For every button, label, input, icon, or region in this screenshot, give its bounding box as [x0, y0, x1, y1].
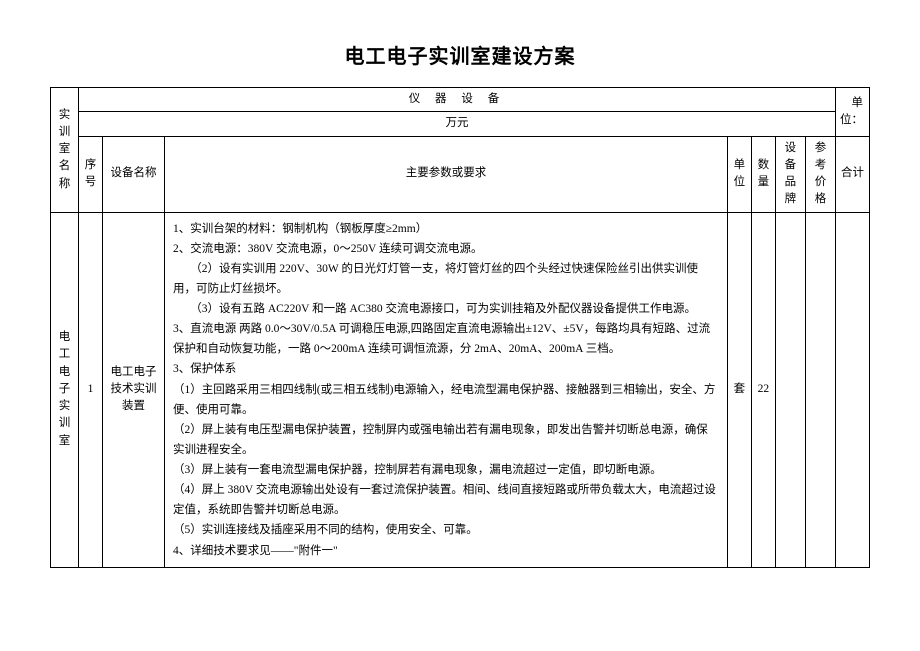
spec-line: 3、直流电源 两路 0.0～30V/0.5A 可调稳压电源,四路固定直流电源输出… [173, 319, 719, 359]
equipment-table: 实训室名称 仪 器 设 备 单位： 万元 序号 设备名称 主要参数或要求 单位 … [50, 87, 870, 568]
col-qty: 数量 [751, 136, 775, 212]
lab-name-text: 电工电子实训室 [59, 331, 71, 447]
spec-line: （2）屏上装有电压型漏电保护装置，控制屏内或强电输出若有漏电现象，即发出告警并切… [173, 420, 719, 460]
spec-line: 1、实训台架的材料：钢制机构（钢板厚度≥2mm） [173, 219, 719, 239]
col-lab-name: 实训室名称 [51, 88, 79, 213]
spec-line: （3）屏上装有一套电流型漏电保护器，控制屏若有漏电现象，漏电流超过一定值，即切断… [173, 460, 719, 480]
ref-price-cell [805, 212, 835, 567]
col-spec: 主要参数或要求 [165, 136, 728, 212]
price-unit: 万元 [79, 112, 836, 136]
unit-cell: 套 [727, 212, 751, 567]
header-row-2: 序号 设备名称 主要参数或要求 单位 数量 设备品牌 参考价格 合计 [51, 136, 870, 212]
qty-cell: 22 [751, 212, 775, 567]
spec-line: （3）设有五路 AC220V 和一路 AC380 交流电源接口，可为实训挂箱及外… [173, 299, 719, 319]
page-title: 电工电子实训室建设方案 [50, 40, 870, 69]
seq-cell: 1 [79, 212, 103, 567]
col-seq: 序号 [79, 136, 103, 212]
header-row-1: 实训室名称 仪 器 设 备 单位： [51, 88, 870, 112]
spec-line: （1）主回路采用三相四线制(或三相五线制)电源输入，经电流型漏电保护器、接触器到… [173, 380, 719, 420]
spec-line: 4、详细技术要求见——"附件一" [173, 541, 719, 561]
lab-name-cell: 电工电子实训室 [51, 212, 79, 567]
header-row-1b: 万元 [51, 112, 870, 136]
col-equip-name: 设备名称 [103, 136, 165, 212]
equipment-header: 仪 器 设 备 [79, 88, 836, 112]
col-unit: 单位 [727, 136, 751, 212]
spec-line: 3、保护体系 [173, 359, 719, 379]
total-cell [836, 212, 870, 567]
spec-line: （5）实训连接线及插座采用不同的结构，使用安全、可靠。 [173, 520, 719, 540]
col-total: 合计 [836, 136, 870, 212]
spec-line: （2）设有实训用 220V、30W 的日光灯灯管一支，将灯管灯丝的四个头经过快速… [173, 259, 719, 299]
col-brand: 设备品牌 [775, 136, 805, 212]
col-ref-price: 参考价格 [805, 136, 835, 212]
brand-cell [775, 212, 805, 567]
lab-name-header-text: 实训室名称 [59, 109, 71, 190]
table-row: 电工电子实训室 1 电工电子技术实训装置 1、实训台架的材料：钢制机构（钢板厚度… [51, 212, 870, 567]
spec-line: （4）屏上 380V 交流电源输出处设有一套过流保护装置。相间、线间直接短路或所… [173, 480, 719, 520]
equip-name-cell: 电工电子技术实训装置 [103, 212, 165, 567]
unit-label-cell: 单位： [836, 88, 870, 137]
spec-line: 2、交流电源：380V 交流电源，0～250V 连续可调交流电源。 [173, 239, 719, 259]
spec-cell: 1、实训台架的材料：钢制机构（钢板厚度≥2mm）2、交流电源：380V 交流电源… [165, 212, 728, 567]
